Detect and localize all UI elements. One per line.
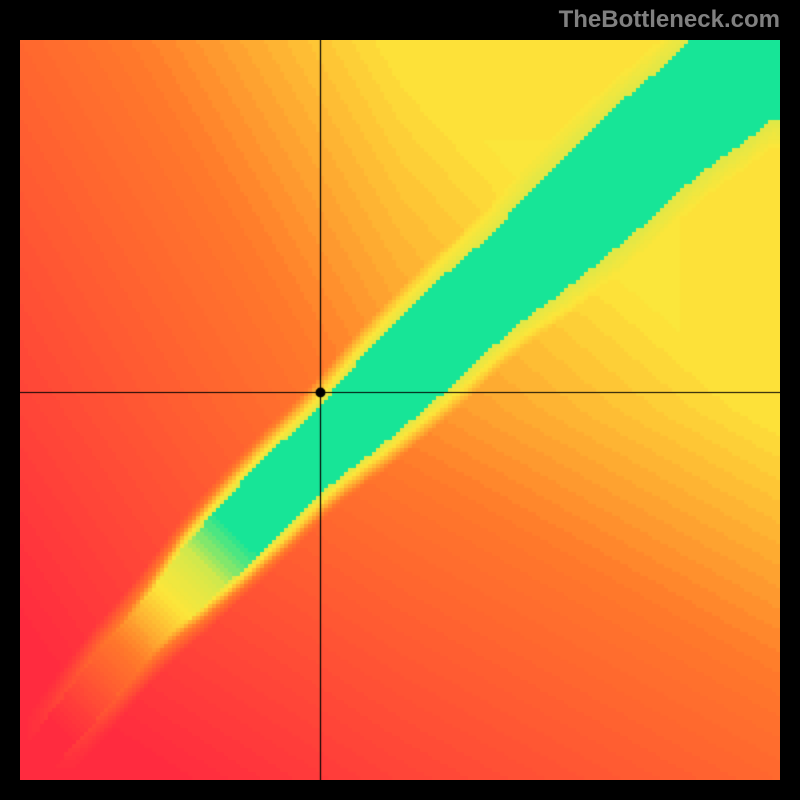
chart-container: TheBottleneck.com — [0, 0, 800, 800]
plot-area — [20, 40, 780, 780]
watermark-text: TheBottleneck.com — [559, 6, 780, 34]
bottleneck-heatmap — [20, 40, 780, 780]
